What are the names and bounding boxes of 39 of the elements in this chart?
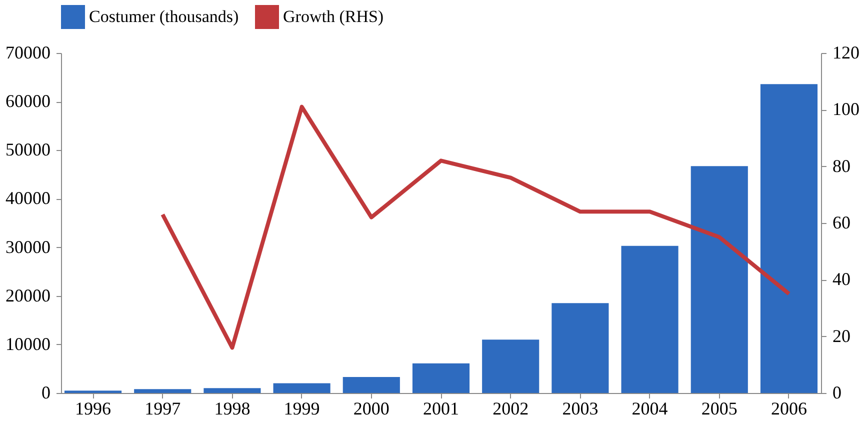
y2-tick-label: 120: [832, 42, 860, 62]
y2-tick-label: 0: [832, 382, 842, 402]
bar: [134, 389, 192, 393]
bar: [273, 383, 330, 393]
y-tick-label: 10000: [6, 334, 50, 354]
bar: [621, 246, 678, 393]
y2-tick-label: 60: [832, 212, 850, 232]
bar: [552, 303, 609, 393]
y-tick-label: 50000: [6, 140, 50, 160]
y-tick-label: 40000: [6, 188, 50, 208]
x-tick-label: 2002: [492, 398, 529, 418]
y-tick-label: 0: [42, 382, 50, 402]
x-tick-label: 2001: [423, 398, 459, 418]
y-tick-label: 60000: [6, 91, 50, 112]
y2-tick-label: 40: [832, 269, 850, 290]
x-tick-label: 1998: [214, 398, 250, 418]
y2-tick-label: 80: [832, 156, 850, 176]
x-tick-label: 2000: [353, 398, 390, 418]
y2-tick-label: 20: [832, 326, 850, 346]
y2-tick-label: 100: [832, 99, 860, 120]
x-tick-label: 1996: [75, 398, 112, 418]
bar: [690, 166, 748, 393]
y-tick-label: 30000: [6, 236, 50, 257]
bar: [204, 388, 261, 393]
bar: [760, 84, 818, 393]
line-series: [160, 104, 791, 350]
x-tick-label: 1999: [284, 398, 320, 418]
x-tick-label: 2004: [632, 398, 668, 418]
legend-label: Growth (RHS): [283, 7, 384, 26]
bar: [412, 363, 470, 393]
x-tick-label: 1997: [144, 398, 181, 418]
x-tick-label: 2005: [701, 398, 738, 418]
legend-label: Costumer (thousands): [89, 7, 239, 26]
x-tick-label: 2003: [562, 398, 598, 418]
y-tick-label: 20000: [6, 285, 50, 306]
bar: [482, 340, 540, 393]
x-tick-label: 2006: [770, 398, 807, 418]
y-tick-label: 70000: [6, 42, 50, 62]
bar: [342, 376, 400, 393]
